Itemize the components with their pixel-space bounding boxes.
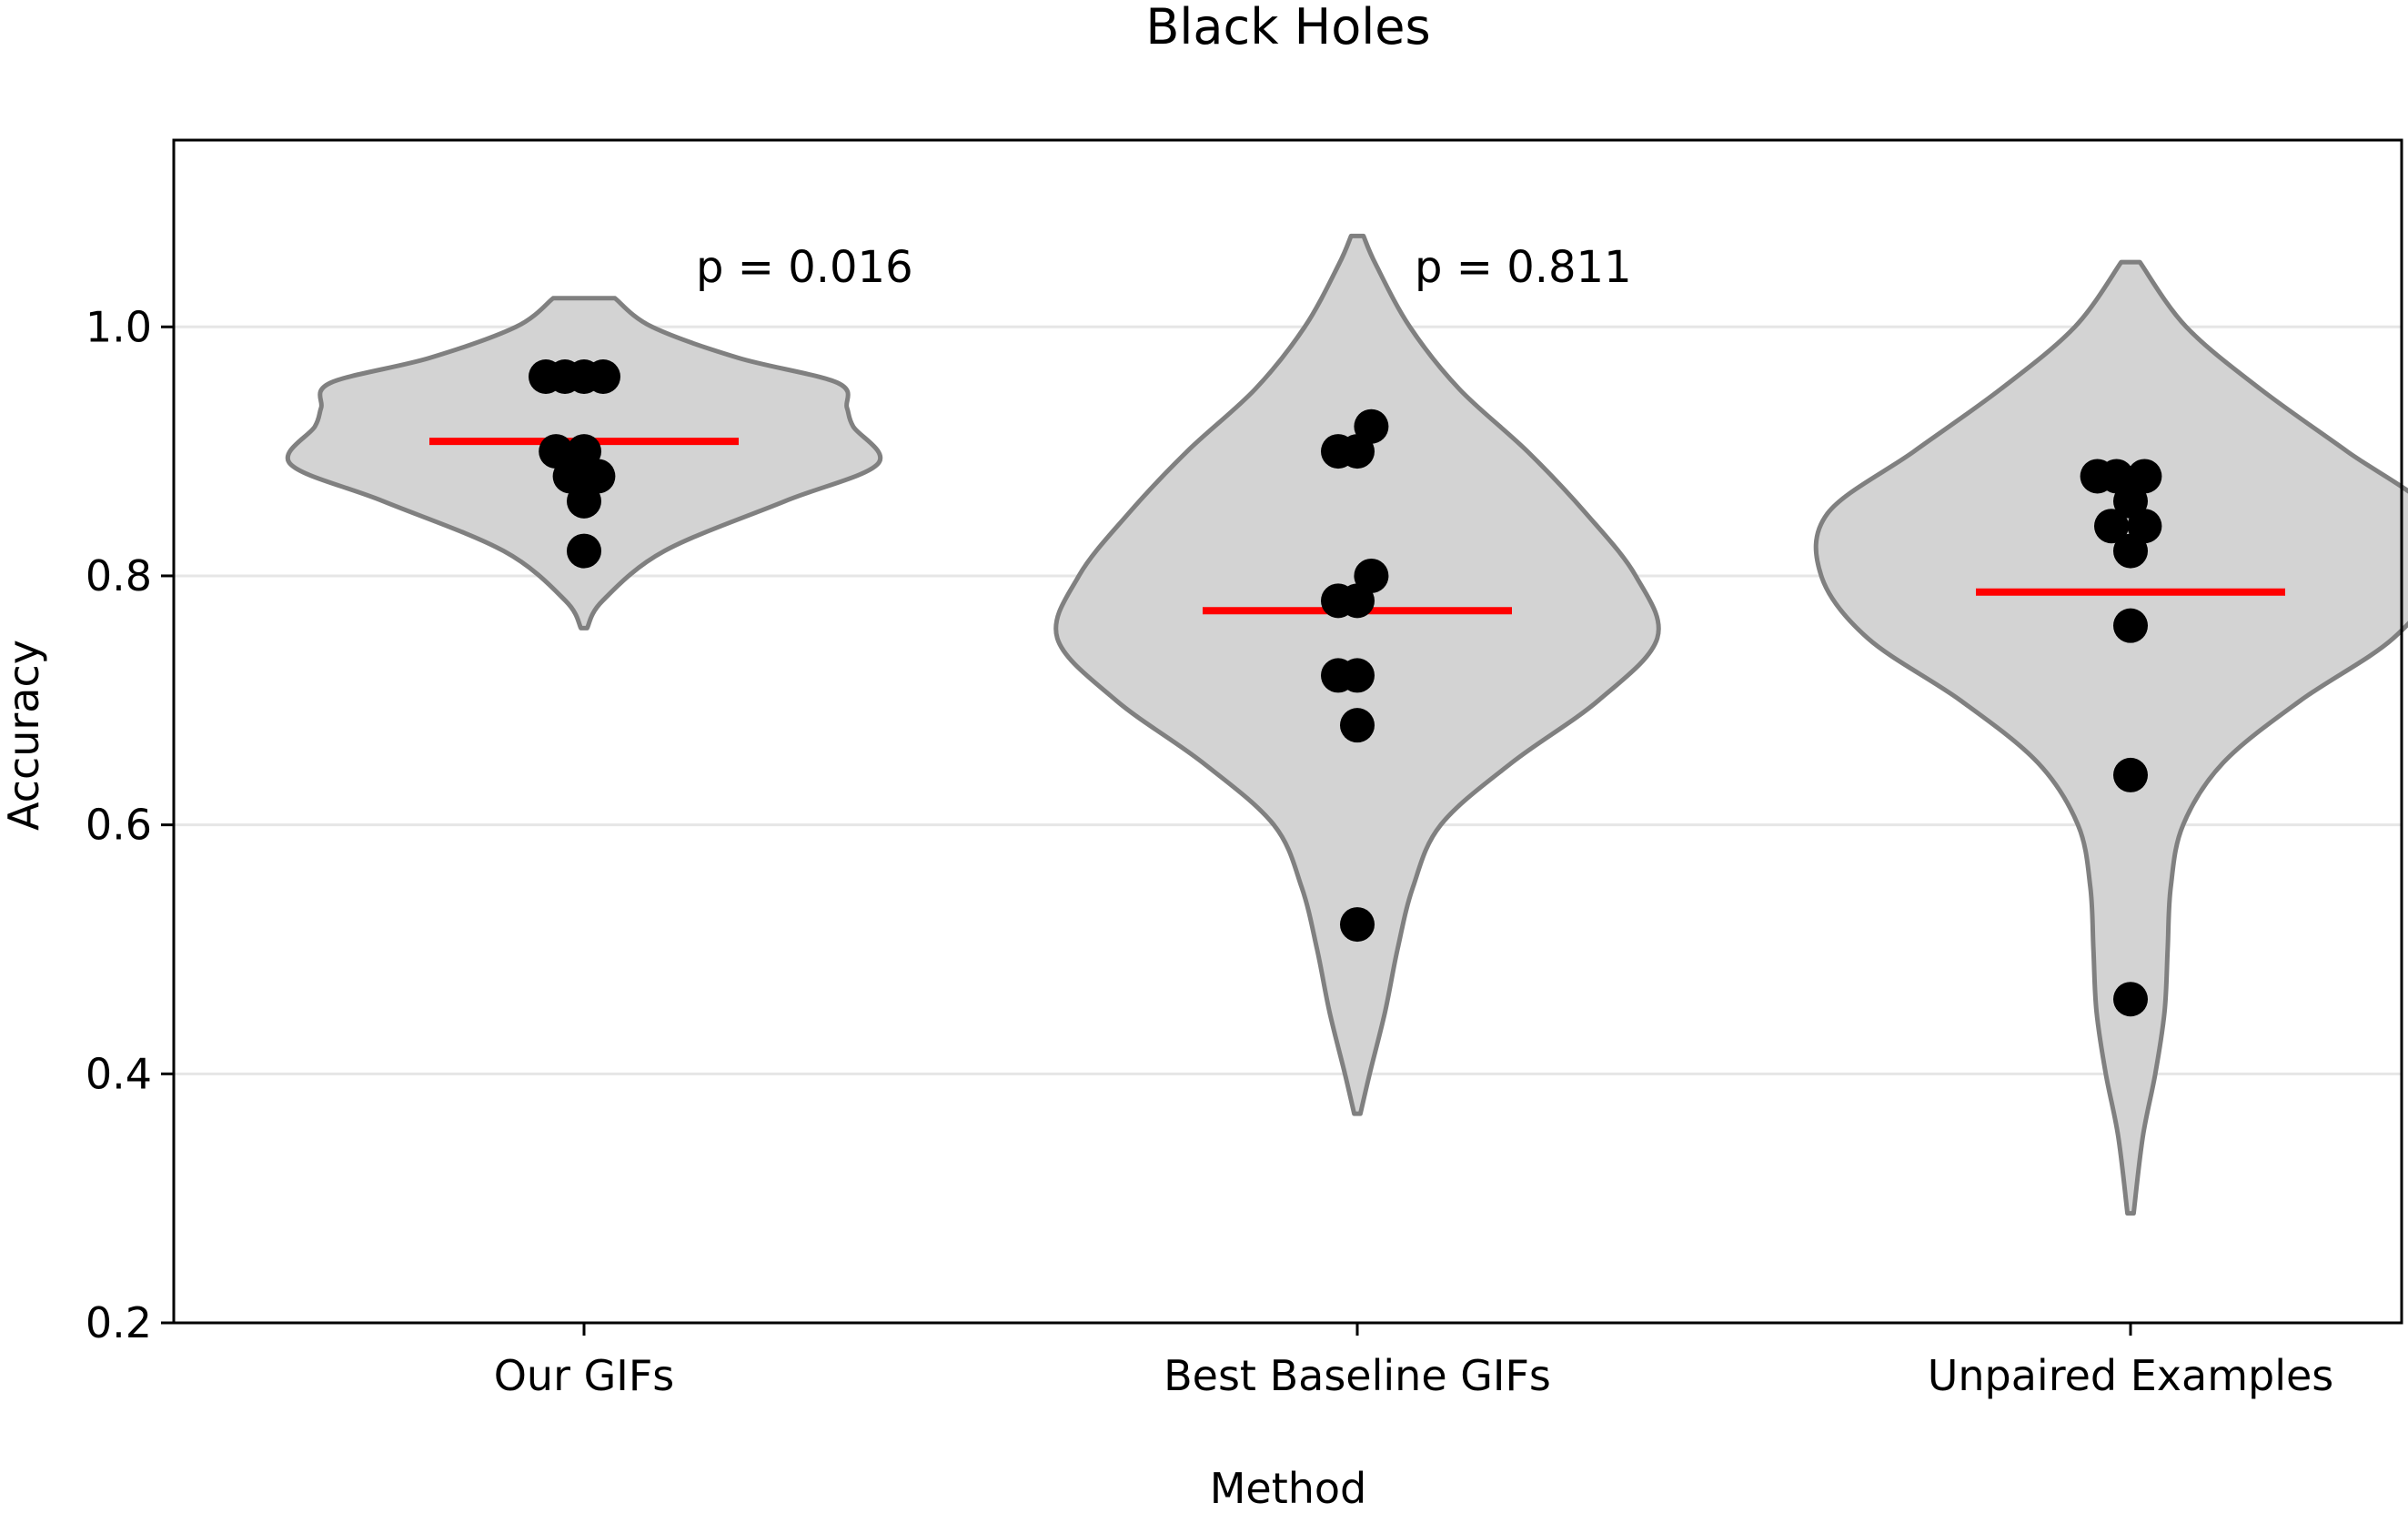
data-point: [1340, 583, 1375, 619]
data-point: [1340, 708, 1375, 743]
x-tick-label: Our GIFs: [494, 1351, 675, 1400]
chart-title: Black Holes: [1145, 0, 1430, 55]
data-point: [1340, 907, 1375, 943]
y-tick-label: 0.6: [86, 801, 152, 850]
y-axis-ticks: 0.2 0.4 0.6 0.8 1.0: [86, 302, 174, 1347]
data-point: [567, 483, 601, 519]
data-point: [2113, 608, 2148, 643]
x-axis-label: Method: [1210, 1464, 1367, 1513]
data-point: [2113, 757, 2148, 792]
data-point: [586, 359, 620, 394]
p-value-label: p = 0.811: [1415, 242, 1632, 293]
p-value-label: p = 0.016: [696, 242, 913, 293]
y-tick-label: 1.0: [86, 302, 152, 351]
x-axis-ticks: Our GIFs Best Baseline GIFs Unpaired Examp…: [494, 1323, 2334, 1400]
data-point: [1354, 409, 1389, 444]
y-tick-label: 0.4: [86, 1049, 152, 1098]
x-tick-label: Best Baseline GIFs: [1164, 1351, 1551, 1400]
data-point: [567, 533, 601, 569]
data-point: [2113, 982, 2148, 1017]
y-axis-label: Accuracy: [0, 640, 48, 831]
plot-frame: [172, 138, 2403, 1325]
x-tick-label: Unpaired Examples: [1928, 1351, 2334, 1400]
data-point: [1340, 658, 1375, 693]
y-tick-label: 0.2: [86, 1298, 152, 1347]
data-point: [2113, 533, 2148, 569]
violin-body: [1813, 259, 2408, 1216]
y-tick-label: 0.8: [86, 551, 152, 600]
p-value-annotations: p = 0.016 p = 0.811: [696, 242, 1632, 293]
data-points: [529, 359, 2162, 1017]
data-point: [2094, 509, 2129, 544]
